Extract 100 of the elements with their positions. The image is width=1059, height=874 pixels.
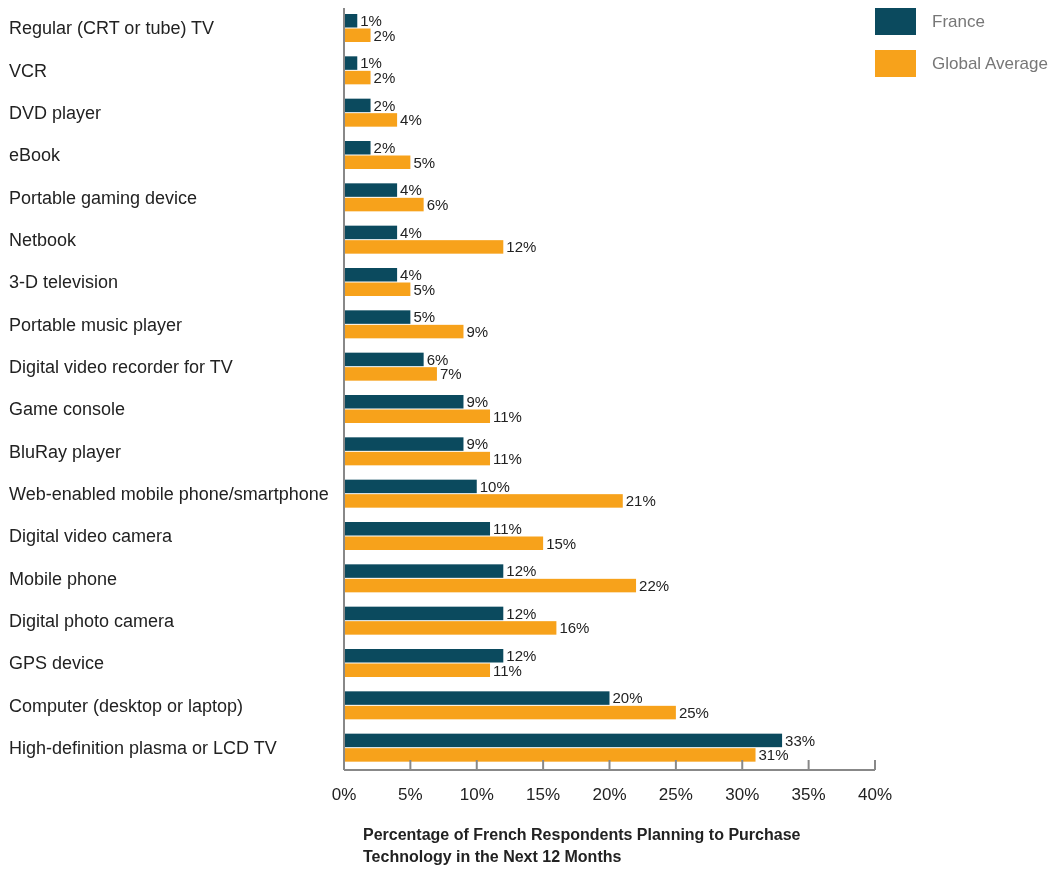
y-tick-label: Regular (CRT or tube) TV: [9, 18, 215, 39]
data-label: 4%: [400, 266, 422, 283]
data-label: 5%: [413, 308, 436, 326]
legend-label: France: [932, 11, 985, 31]
bar: [344, 225, 398, 240]
data-label: 21%: [625, 492, 656, 510]
y-tick-label: Mobile phone: [9, 568, 118, 589]
bar: [344, 282, 411, 296]
bar: [344, 494, 623, 508]
bar: [344, 352, 424, 367]
bar: [344, 705, 676, 720]
x-tick-label: 10%: [459, 785, 494, 804]
bar: [344, 409, 491, 423]
bar: [344, 733, 783, 748]
y-tick-label: Web-enabled mobile phone/smartphone: [9, 484, 329, 505]
data-label: 9%: [466, 322, 489, 340]
y-tick-label: DVD player: [9, 103, 102, 124]
data-label: 11%: [493, 449, 522, 467]
data-label: 1%: [360, 12, 382, 29]
bar: [344, 691, 610, 705]
data-label: 15%: [546, 534, 577, 552]
bar: [344, 479, 477, 494]
bar: [344, 395, 464, 409]
y-tick-label: BluRay player: [9, 441, 122, 462]
y-tick-label: VCR: [9, 60, 48, 81]
y-tick-label: Computer (desktop or laptop): [9, 695, 244, 716]
bar: [344, 324, 464, 339]
y-tick-label: Digital video recorder for TV: [9, 357, 233, 378]
data-label: 2%: [373, 26, 396, 44]
bar: [344, 14, 358, 28]
y-tick-label: 3-D television: [9, 272, 119, 293]
data-label: 9%: [466, 393, 489, 410]
data-label: 6%: [426, 350, 449, 368]
bar: [344, 564, 504, 578]
legend-label: Global Average: [932, 53, 1048, 73]
data-label: 4%: [400, 111, 422, 129]
data-label: 9%: [466, 435, 489, 453]
bar: [344, 649, 504, 663]
data-label: 16%: [559, 619, 590, 637]
data-label: 10%: [479, 477, 510, 495]
data-label: 12%: [506, 238, 537, 256]
y-tick-label: Portable music player: [9, 314, 183, 335]
data-label: 5%: [413, 280, 436, 298]
bar: [344, 437, 464, 451]
bar: [344, 197, 424, 212]
data-label: 33%: [785, 731, 816, 749]
x-axis-title: Percentage of French Respondents Planning to Purchase Technology in the Next 12 Months: [363, 826, 801, 865]
bar: [344, 155, 411, 169]
x-tick-label: 40%: [857, 785, 893, 804]
y-tick-label: Digital photo camera: [9, 611, 176, 632]
bar: [344, 606, 504, 621]
bar: [344, 748, 756, 762]
data-label: 12%: [506, 647, 537, 664]
data-label: 2%: [373, 139, 396, 156]
x-tick-label: 5%: [398, 785, 423, 804]
x-tick-label: 15%: [526, 785, 561, 804]
bar: [344, 522, 491, 536]
data-label: 4%: [400, 181, 422, 199]
y-tick-label: High-definition plasma or LCD TV: [9, 738, 277, 759]
bar: [344, 56, 358, 70]
data-label: 6%: [426, 195, 449, 213]
data-label: 22%: [639, 576, 670, 594]
x-tick-label: 30%: [725, 785, 760, 804]
bar: [344, 268, 398, 282]
y-tick-label: Digital video camera: [9, 526, 174, 547]
y-tick-label: Netbook: [9, 230, 78, 251]
bar: [344, 98, 371, 113]
bar: [344, 451, 491, 466]
x-tick-label: 20%: [592, 785, 627, 804]
data-label: 4%: [400, 223, 422, 241]
bar: [344, 578, 637, 593]
y-tick-label: Portable gaming device: [9, 187, 198, 208]
bar: [344, 113, 398, 127]
data-label: 5%: [413, 153, 436, 171]
data-label: 12%: [506, 604, 537, 622]
y-tick-label: Game console: [9, 399, 126, 420]
bar: [344, 367, 437, 381]
data-label: 2%: [373, 96, 396, 114]
bar: [344, 240, 504, 254]
data-label: 11%: [493, 407, 522, 425]
data-label: 7%: [439, 365, 462, 383]
bar: [344, 310, 411, 324]
data-label: 25%: [678, 703, 709, 721]
y-tick-label: GPS device: [9, 653, 105, 674]
x-tick-label: 0%: [331, 785, 357, 804]
data-label: 11%: [493, 661, 522, 679]
bar: [344, 141, 371, 155]
bar: [344, 536, 544, 550]
data-label: 20%: [612, 689, 643, 707]
bar: [344, 28, 371, 42]
x-tick-label: 25%: [658, 785, 693, 804]
bar: [344, 183, 398, 197]
data-label: 12%: [506, 562, 537, 580]
data-label: 11%: [493, 520, 522, 537]
bar: [344, 621, 557, 635]
bar: [344, 70, 371, 85]
bar: [344, 663, 491, 677]
x-tick-label: 35%: [791, 785, 826, 804]
y-tick-label: eBook: [9, 145, 62, 166]
data-label: 31%: [758, 746, 789, 764]
